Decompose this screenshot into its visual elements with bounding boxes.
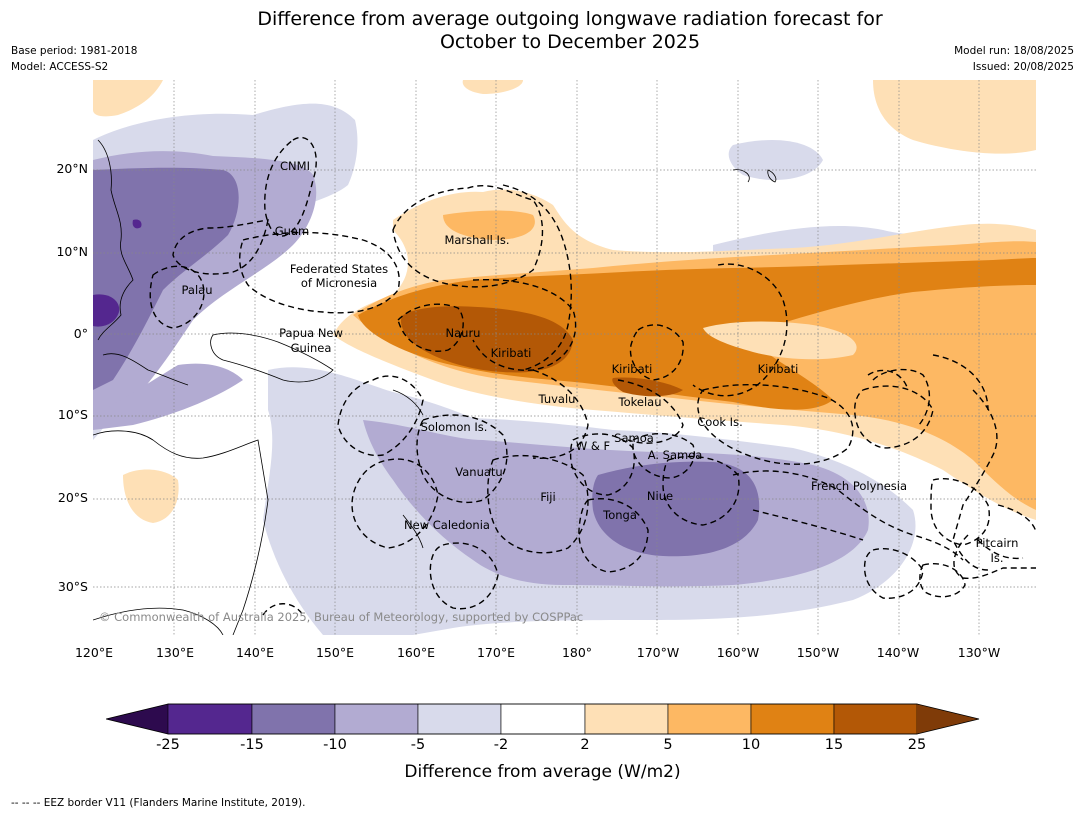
- label-kiribati-east: Kiribati: [758, 362, 799, 376]
- colorbar: [106, 703, 980, 735]
- olr-anomaly-map: CNMI Guam Palau Federated States of Micr…: [93, 80, 1036, 635]
- lat-tick-0: 0°: [73, 326, 88, 341]
- cb-tick-2: -10: [323, 737, 347, 753]
- lon-tick-150w: 150°W: [796, 645, 840, 660]
- lon-tick-170w: 170°W: [636, 645, 680, 660]
- positive-anomaly-fields: [93, 80, 1036, 523]
- cb-tick-5: 2: [580, 737, 590, 753]
- label-marshall: Marshall Is.: [444, 233, 509, 247]
- label-french-polynesia: French Polynesia: [811, 479, 907, 493]
- colorbar-swatch-9: [833, 703, 918, 735]
- lon-tick-160w: 160°W: [716, 645, 760, 660]
- colorbar-swatch-1: [167, 703, 253, 735]
- label-wf: W & F: [576, 439, 610, 453]
- issued-date: Issued: 20/08/2025: [972, 61, 1074, 73]
- lat-tick-20n: 20°N: [56, 161, 88, 176]
- lat-tick-20s: 20°S: [57, 490, 88, 505]
- eez-borders: [149, 136, 1036, 616]
- label-pitcairn-1: Pitcairn: [976, 536, 1019, 550]
- graticule: [93, 80, 1036, 635]
- lon-tick-130e: 130°E: [155, 645, 194, 660]
- copyright-notice: © Commonwealth of Australia 2025, Bureau…: [99, 610, 583, 624]
- lat-tick-10s: 10°S: [57, 407, 88, 422]
- title-line-1: Difference from average outgoing longwav…: [257, 8, 883, 30]
- meta-left: Base period: 1981-2018 Model: ACCESS-S2: [11, 43, 137, 75]
- label-pitcairn-2: Is.: [990, 551, 1003, 565]
- label-guam: Guam: [275, 224, 309, 238]
- model-run: Model run: 18/08/2025: [954, 45, 1074, 57]
- colorbar-swatch-6: [584, 703, 669, 735]
- cb-tick-4: -2: [493, 737, 509, 753]
- lon-tick-170e: 170°E: [476, 645, 515, 660]
- lon-tick-150e: 150°E: [315, 645, 354, 660]
- label-png-1: Papua New: [279, 326, 343, 340]
- lat-tick-30s: 30°S: [57, 579, 88, 594]
- colorbar-swatch-3: [334, 703, 419, 735]
- label-cook: Cook Is.: [697, 415, 742, 429]
- place-labels: CNMI Guam Palau Federated States of Micr…: [182, 159, 1019, 565]
- label-niue: Niue: [647, 489, 673, 503]
- lon-tick-140e: 140°E: [235, 645, 274, 660]
- label-kiribati-west: Kiribati: [491, 346, 532, 360]
- label-new-caledonia: New Caledonia: [404, 518, 490, 532]
- colorbar-extend-min: [106, 704, 168, 734]
- label-kiribati-central: Kiribati: [612, 362, 653, 376]
- colorbar-extend-max: [917, 704, 979, 734]
- label-cnmi: CNMI: [280, 159, 310, 173]
- label-nauru: Nauru: [446, 326, 481, 340]
- label-vanuatu: Vanuatu: [455, 465, 502, 479]
- map-canvas: CNMI Guam Palau Federated States of Micr…: [93, 80, 1036, 635]
- model-name: Model: ACCESS-S2: [11, 61, 109, 73]
- label-palau: Palau: [182, 283, 213, 297]
- colorbar-label: Difference from average (W/m2): [404, 762, 681, 782]
- colorbar-swatch-2: [251, 703, 336, 735]
- label-tuvalu: Tuvalu: [538, 392, 576, 406]
- colorbar-swatch-7: [667, 703, 752, 735]
- colorbar-swatch-5: [500, 703, 586, 735]
- lon-tick-160e: 160°E: [396, 645, 435, 660]
- colorbar-swatch-8: [750, 703, 835, 735]
- label-american-samoa: A. Samoa: [648, 448, 703, 462]
- cb-tick-3: -5: [410, 737, 426, 753]
- label-tokelau: Tokelau: [618, 395, 662, 409]
- meta-right: Model run: 18/08/2025 Issued: 20/08/2025: [954, 43, 1074, 75]
- cb-tick-6: 5: [663, 737, 673, 753]
- chart-title: Difference from average outgoing longwav…: [0, 8, 1085, 54]
- base-period: Base period: 1981-2018: [11, 45, 138, 57]
- coastlines: [93, 139, 777, 635]
- cb-tick-9: 25: [907, 737, 927, 753]
- cb-tick-8: 15: [824, 737, 844, 753]
- lon-tick-120e: 120°E: [74, 645, 113, 660]
- label-fsm-1: Federated States: [290, 262, 388, 276]
- lon-tick-130w: 130°W: [957, 645, 1001, 660]
- label-samoa: Samoa: [614, 431, 654, 445]
- colorbar-swatch-4: [417, 703, 502, 735]
- eez-footnote: -- -- -- EEZ border V11 (Flanders Marine…: [11, 797, 306, 809]
- lon-tick-140w: 140°W: [876, 645, 920, 660]
- label-solomon: Solomon Is.: [421, 420, 488, 434]
- label-tonga: Tonga: [602, 508, 637, 522]
- cb-tick-1: -15: [240, 737, 264, 753]
- lon-tick-180: 180°: [561, 645, 593, 660]
- cb-tick-0: -25: [156, 737, 180, 753]
- cb-tick-7: 10: [741, 737, 761, 753]
- label-png-2: Guinea: [291, 341, 332, 355]
- lat-tick-10n: 10°N: [56, 244, 88, 259]
- title-line-2: October to December 2025: [439, 31, 701, 53]
- label-fsm-2: of Micronesia: [301, 276, 377, 290]
- label-fiji: Fiji: [540, 490, 555, 504]
